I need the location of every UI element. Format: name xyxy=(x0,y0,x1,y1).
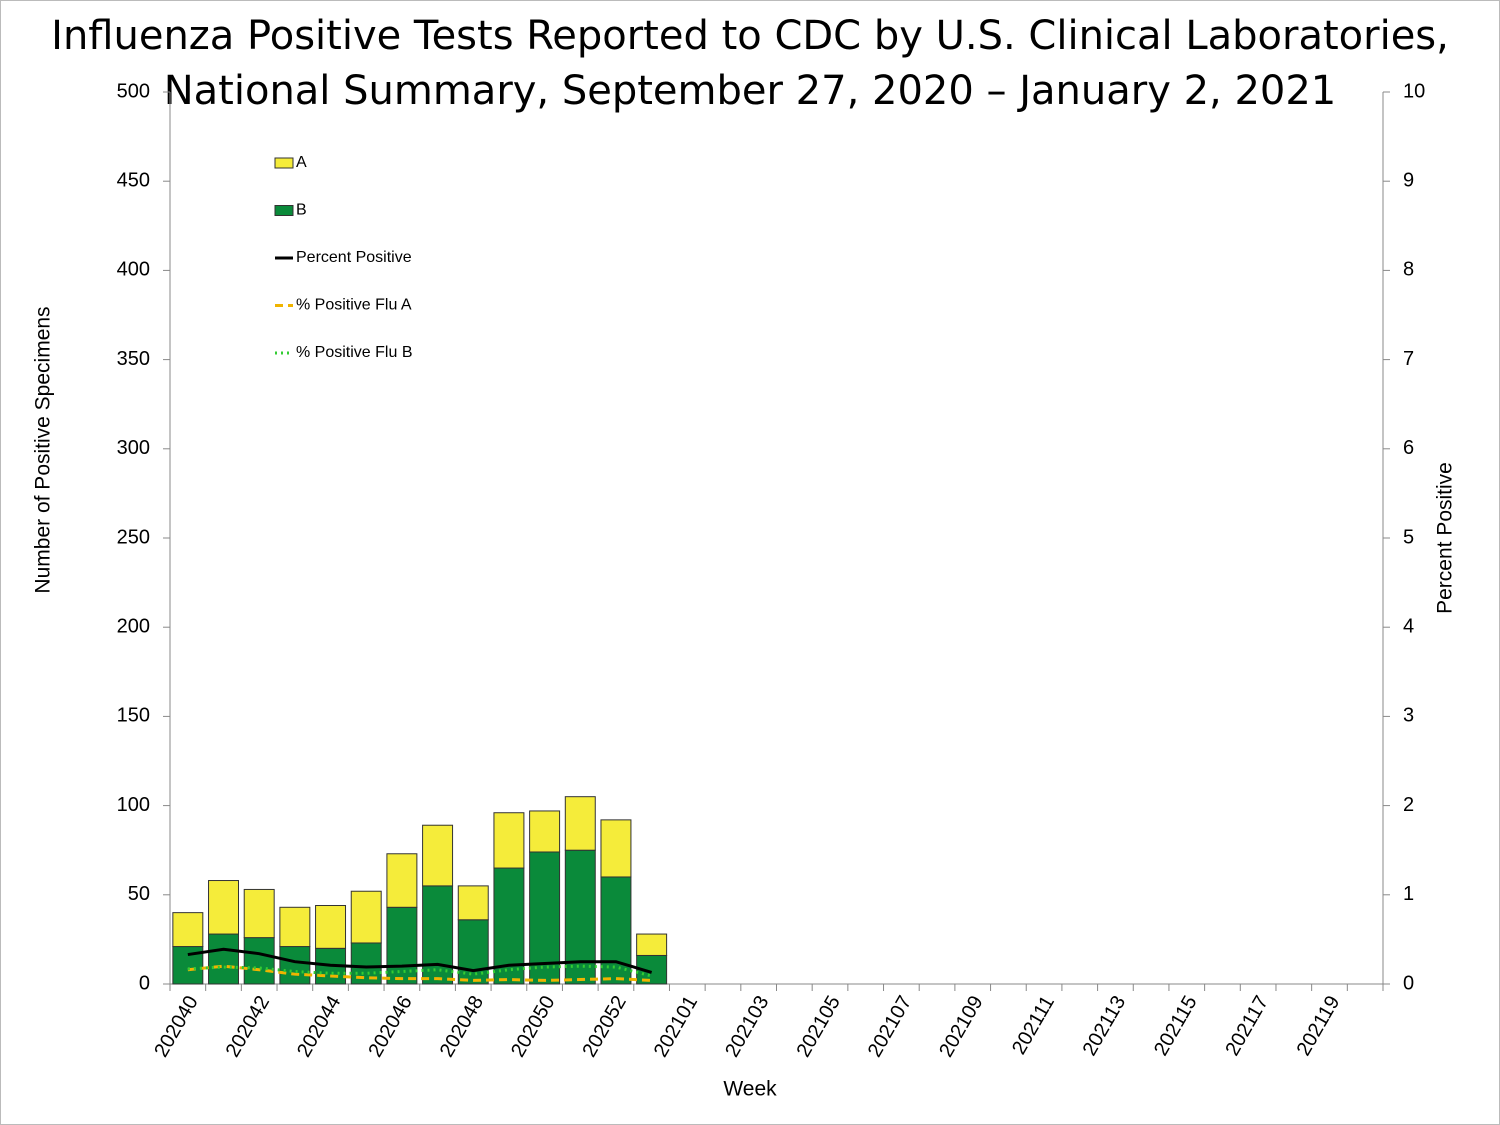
y-tick-label: 50 xyxy=(128,883,150,905)
bar xyxy=(172,912,204,948)
bar xyxy=(600,876,632,985)
y-tick-label: 300 xyxy=(117,437,150,459)
bar xyxy=(636,933,668,956)
x-axis-title: Week xyxy=(723,1078,777,1101)
y-tick-label: 150 xyxy=(117,705,150,727)
y2-tick-label: 1 xyxy=(1403,883,1414,905)
x-tick-label: 202115 xyxy=(1150,992,1202,1060)
x-tick-label: 202052 xyxy=(578,992,630,1061)
y-tick-label: 250 xyxy=(117,526,150,548)
x-tick-label: 202109 xyxy=(935,992,987,1061)
bar xyxy=(243,937,275,985)
y-tick-label: 200 xyxy=(117,615,150,637)
y-tick-label: 450 xyxy=(117,169,150,191)
bar xyxy=(564,796,596,851)
y2-tick-label: 0 xyxy=(1403,972,1414,994)
y-tick-label: 350 xyxy=(117,348,150,370)
bar xyxy=(208,933,239,985)
x-tick-label: 202113 xyxy=(1079,992,1131,1060)
y-tick-label: 0 xyxy=(139,972,150,994)
bar xyxy=(386,906,418,985)
legend-label: B xyxy=(296,202,307,219)
y2-tick-label: 10 xyxy=(1403,80,1425,102)
bar xyxy=(564,849,596,985)
x-tick-label: 202046 xyxy=(364,992,416,1061)
x-tick-label: 202042 xyxy=(222,992,274,1061)
legend-swatch xyxy=(274,205,294,216)
line xyxy=(187,947,653,974)
legend-swatch xyxy=(274,157,294,169)
bar xyxy=(279,946,311,985)
y-tick-label: 500 xyxy=(117,80,150,102)
bar xyxy=(350,890,382,944)
y-tick-label: 100 xyxy=(117,794,150,816)
y2-tick-label: 7 xyxy=(1403,348,1414,370)
bar xyxy=(386,853,418,908)
y2-tick-label: 3 xyxy=(1403,705,1414,727)
x-tick-label: 202044 xyxy=(293,992,345,1061)
chart-title: Influenza Positive Tests Reported to CDC… xyxy=(51,13,1449,59)
legend-label: Percent Positive xyxy=(296,249,412,266)
bar xyxy=(422,885,454,985)
legend-label: % Positive Flu A xyxy=(296,297,412,314)
x-tick-label: 202103 xyxy=(721,992,773,1061)
bar xyxy=(457,885,489,921)
y2-tick-label: 8 xyxy=(1403,259,1414,281)
y2-tick-label: 6 xyxy=(1403,437,1414,459)
y2-axis-title: Percent Positive xyxy=(1434,462,1457,614)
x-tick-label: 202048 xyxy=(436,992,488,1061)
legend-label: % Positive Flu B xyxy=(296,344,412,361)
bar xyxy=(600,819,632,878)
chart-subtitle: National Summary, September 27, 2020 – J… xyxy=(164,68,1337,114)
y2-tick-label: 9 xyxy=(1403,169,1414,191)
x-tick-label: 202040 xyxy=(150,992,202,1061)
bar xyxy=(493,812,525,869)
x-tick-label: 202107 xyxy=(864,992,916,1061)
x-tick-label: 202050 xyxy=(507,992,559,1061)
bar xyxy=(243,888,275,939)
bar xyxy=(208,880,239,935)
y2-tick-label: 5 xyxy=(1403,526,1414,548)
y2-tick-label: 2 xyxy=(1403,794,1414,816)
x-tick-label: 202119 xyxy=(1293,992,1345,1060)
y-tick-label: 400 xyxy=(117,259,150,281)
x-tick-label: 202111 xyxy=(1008,992,1059,1058)
x-tick-label: 202101 xyxy=(650,992,702,1061)
x-tick-label: 202105 xyxy=(792,992,844,1061)
bar xyxy=(279,906,311,948)
y-axis-title: Number of Positive Specimens xyxy=(32,306,55,593)
bar xyxy=(315,905,347,949)
bar xyxy=(529,810,561,853)
bar xyxy=(422,824,454,887)
bar xyxy=(457,919,489,985)
legend-label: A xyxy=(296,154,307,171)
y2-tick-label: 4 xyxy=(1403,615,1414,637)
x-tick-label: 202117 xyxy=(1221,992,1273,1060)
